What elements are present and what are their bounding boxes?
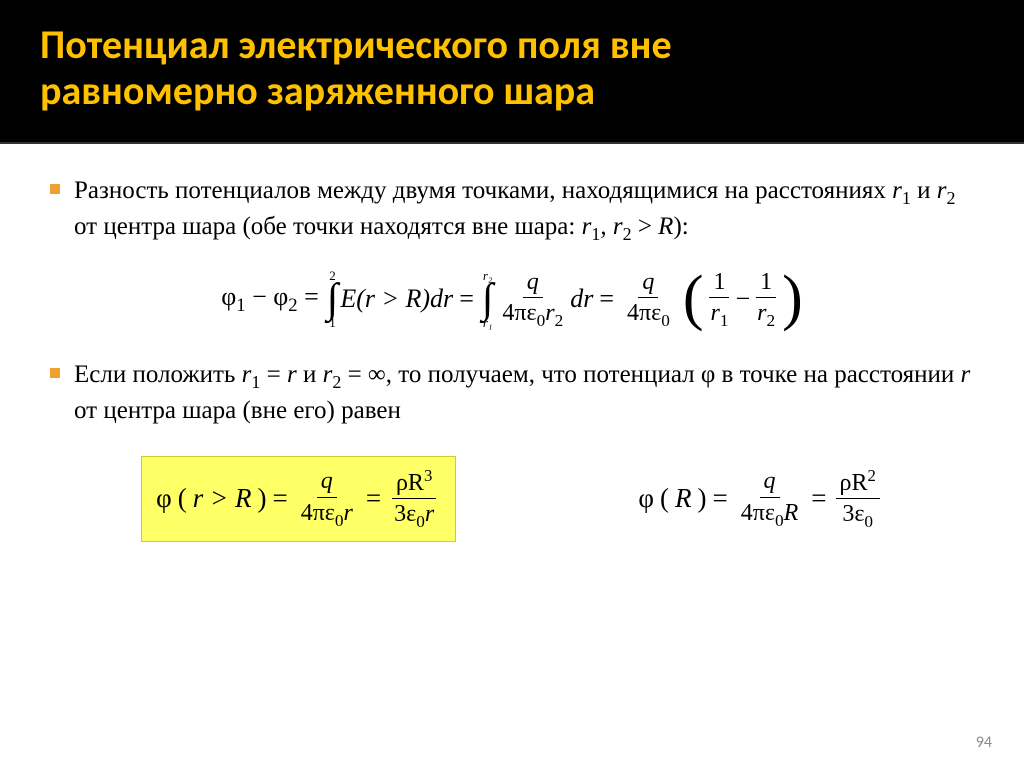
bullet-1-text: Разность потенциалов между двумя точками… (74, 174, 974, 247)
equation-results: φ(r > R) = q 4πε0r = ρR3 3ε0r φ(R) = q 4… (50, 456, 974, 542)
title-line-1: Потенциал электрического поля вне (40, 20, 672, 69)
bullet-2-text: Если положить r1 = r и r2 = ∞, то получа… (74, 358, 974, 428)
bullet-1: Разность потенциалов между двумя точками… (50, 174, 974, 247)
slide-title: Потенциал электрического поля вне равном… (40, 22, 984, 114)
result-highlighted: φ(r > R) = q 4πε0r = ρR3 3ε0r (141, 456, 456, 542)
content-area: Разность потенциалов между двумя точками… (0, 144, 1024, 542)
eq-lhs: φ1 − φ2 = (221, 282, 319, 317)
integral-icon: ∫ (482, 278, 494, 320)
bullet-marker-icon (50, 184, 60, 194)
integral-1: 2 ∫ 1 E(r > R)dr (325, 269, 453, 329)
page-number: 94 (976, 733, 992, 752)
bullet-2: Если положить r1 = r и r2 = ∞, то получа… (50, 358, 974, 428)
equation-main: φ1 − φ2 = 2 ∫ 1 E(r > R)dr = r₂ ∫ r₁ (50, 269, 974, 330)
title-band: Потенциал электрического поля вне равном… (0, 0, 1024, 144)
bullet-marker-icon (50, 368, 60, 378)
title-line-2: равномерно заряженного шара (40, 66, 595, 115)
integral-icon: ∫ (327, 278, 339, 320)
eq-term3-paren: ( 1 r1 − 1 r2 ) (683, 269, 803, 330)
result-plain: φ(R) = q 4πε0R = ρR2 3ε0 (638, 467, 882, 531)
eq-term3-coeff: q 4πε0 (623, 269, 674, 330)
integral-2: r₂ ∫ r₁ q 4πε0r2 dr (480, 269, 593, 330)
